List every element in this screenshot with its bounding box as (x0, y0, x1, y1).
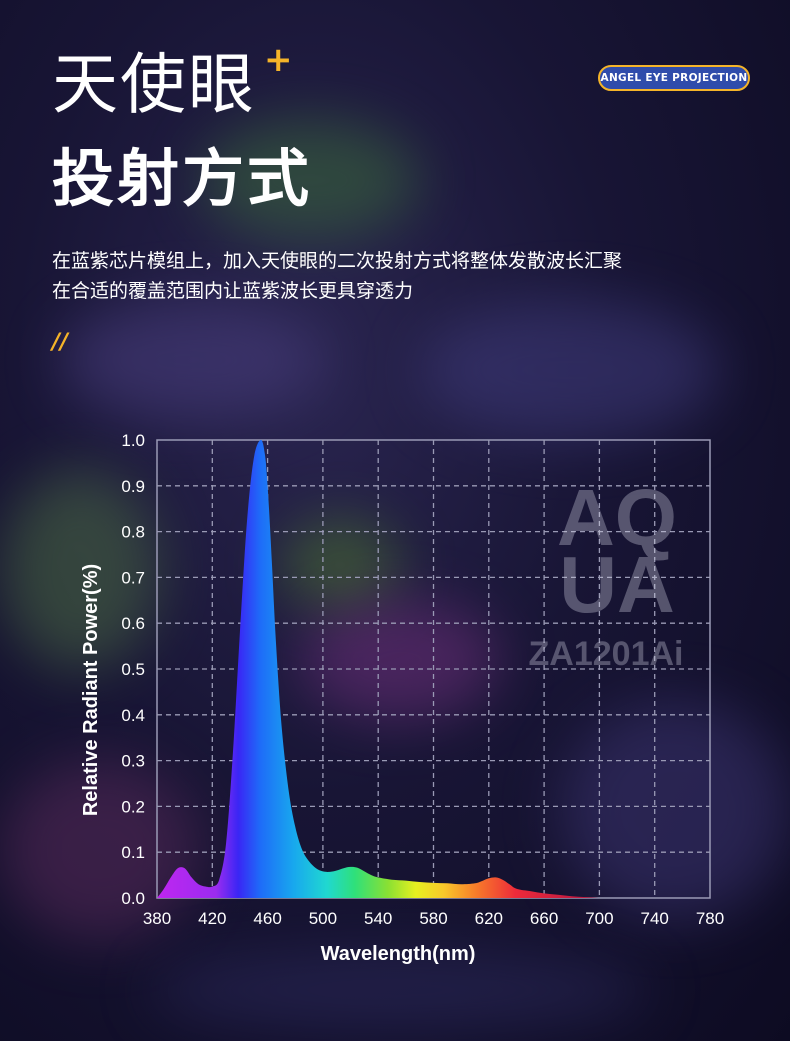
x-tick-label: 660 (530, 909, 558, 928)
decor-slashes: // (52, 330, 69, 355)
background-reef-blob (150, 950, 650, 1030)
spectrum-area (157, 439, 600, 898)
y-tick-label: 0.9 (121, 477, 145, 496)
watermark-brand-line-2: UA (559, 540, 675, 629)
x-tick-label: 540 (364, 909, 392, 928)
background-reef-blob (300, 600, 500, 720)
background-reef-blob (0, 760, 200, 940)
x-tick-label: 620 (475, 909, 503, 928)
plus-mark: + (264, 40, 293, 80)
background-reef-blob (560, 700, 790, 920)
title-line-2: 投射方式 (52, 142, 313, 215)
background-reef-blob (60, 300, 320, 420)
y-tick-label: 0.8 (121, 523, 145, 542)
x-tick-label: 420 (198, 909, 226, 928)
y-axis-label: Relative Radiant Power(%) (80, 564, 102, 816)
x-tick-label: 460 (253, 909, 281, 928)
description-line-2: 在合适的覆盖范围内让蓝紫波长更具穿透力 (52, 280, 414, 302)
description: 在蓝紫芯片模组上，加入天使眼的二次投射方式将整体发散波长汇聚 在合适的覆盖范围内… (52, 246, 762, 306)
x-tick-label: 580 (419, 909, 447, 928)
y-tick-label: 0.4 (121, 706, 145, 725)
y-tick-label: 0.1 (121, 843, 145, 862)
y-tick-label: 0.6 (121, 614, 145, 633)
background-reef-blob (420, 300, 720, 440)
x-tick-label: 380 (143, 909, 171, 928)
y-tick-label: 0.2 (121, 797, 145, 816)
description-line-1: 在蓝紫芯片模组上，加入天使眼的二次投射方式将整体发散波长汇聚 (52, 250, 623, 272)
y-tick-label: 0.7 (121, 568, 145, 587)
watermark-model: ZA1201Ai (529, 635, 684, 673)
title-line-1: 天使眼 (52, 46, 256, 123)
background-reef-blob (280, 520, 400, 610)
projection-badge: ANGEL EYE PROJECTION (598, 65, 750, 91)
y-tick-label: 0.3 (121, 752, 145, 771)
x-tick-label: 740 (641, 909, 669, 928)
x-tick-label: 700 (585, 909, 613, 928)
x-tick-label: 780 (696, 909, 724, 928)
y-tick-label: 0.5 (121, 660, 145, 679)
x-axis-label: Wavelength(nm) (321, 943, 476, 965)
watermark-brand-line-1: AQ (557, 473, 677, 562)
background-reef-blob (0, 470, 160, 670)
y-tick-label: 1.0 (121, 431, 145, 450)
y-tick-label: 0.0 (121, 889, 145, 908)
x-tick-label: 500 (309, 909, 337, 928)
background-reef-blob (200, 120, 420, 240)
